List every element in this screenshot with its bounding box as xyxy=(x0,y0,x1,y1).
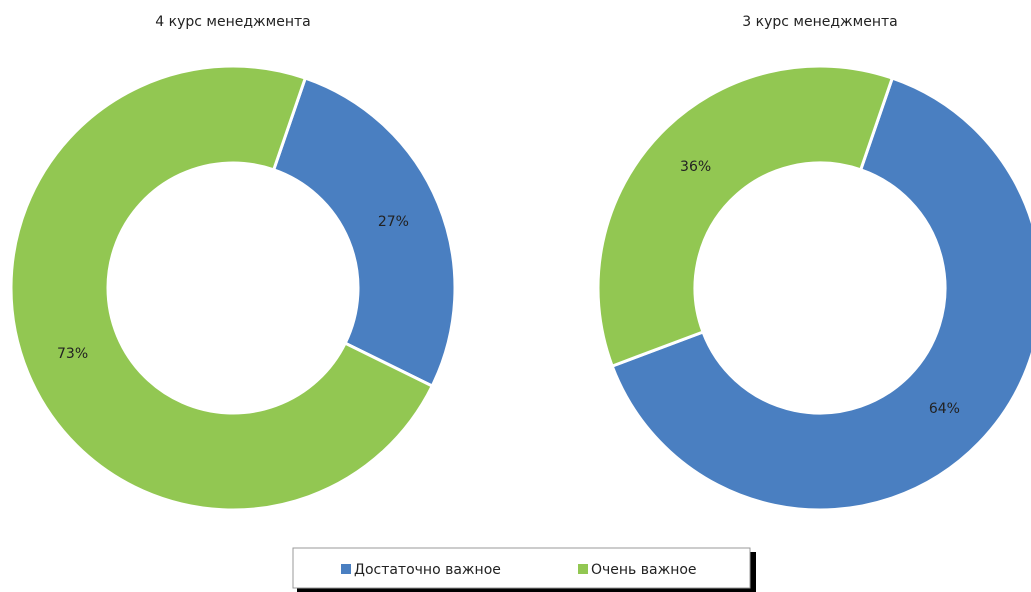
donut-segment xyxy=(9,64,435,512)
donut-segment xyxy=(596,64,895,369)
chart-title: 3 курс менеджмента xyxy=(742,14,897,30)
legend-swatch xyxy=(341,564,351,574)
data-label: 73% xyxy=(57,346,88,362)
data-label: 27% xyxy=(378,214,409,230)
legend xyxy=(292,547,751,589)
legend-label: Достаточно важное xyxy=(354,562,501,578)
donut-segment xyxy=(271,76,457,389)
legend-swatch xyxy=(578,564,588,574)
data-label: 64% xyxy=(929,401,960,417)
legend-label: Очень важное xyxy=(591,562,697,578)
chart-title: 4 курс менеджмента xyxy=(155,14,310,30)
donut-segment xyxy=(610,76,1031,512)
data-label: 36% xyxy=(680,159,711,175)
